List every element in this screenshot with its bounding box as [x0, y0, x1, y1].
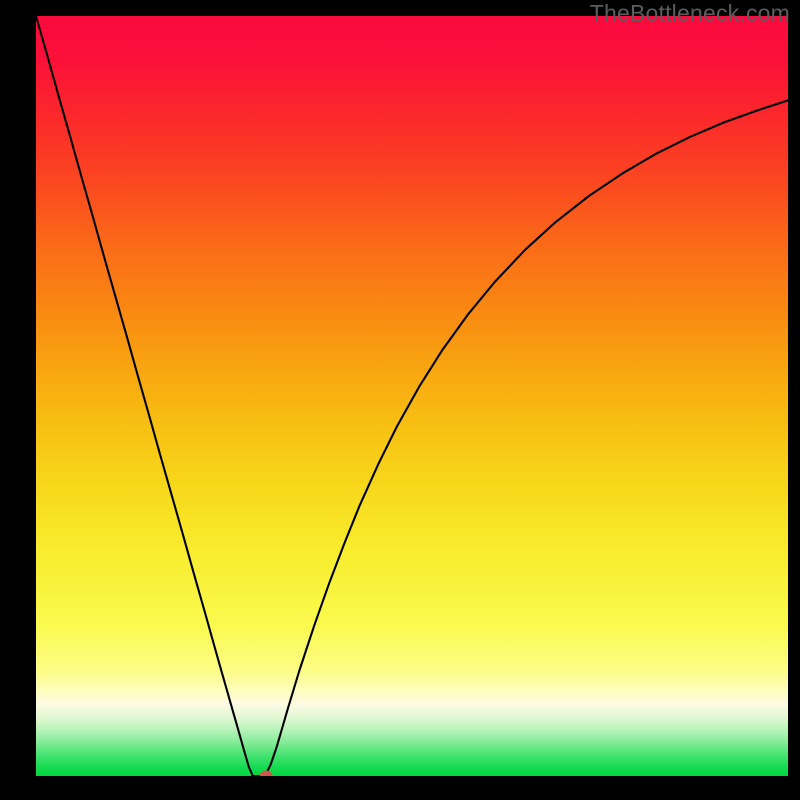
- plot-area: [36, 16, 788, 776]
- chart-frame: TheBottleneck.com: [0, 0, 800, 800]
- plot-background: [36, 16, 788, 776]
- plot-svg: [36, 16, 788, 776]
- watermark-text: TheBottleneck.com: [590, 0, 790, 27]
